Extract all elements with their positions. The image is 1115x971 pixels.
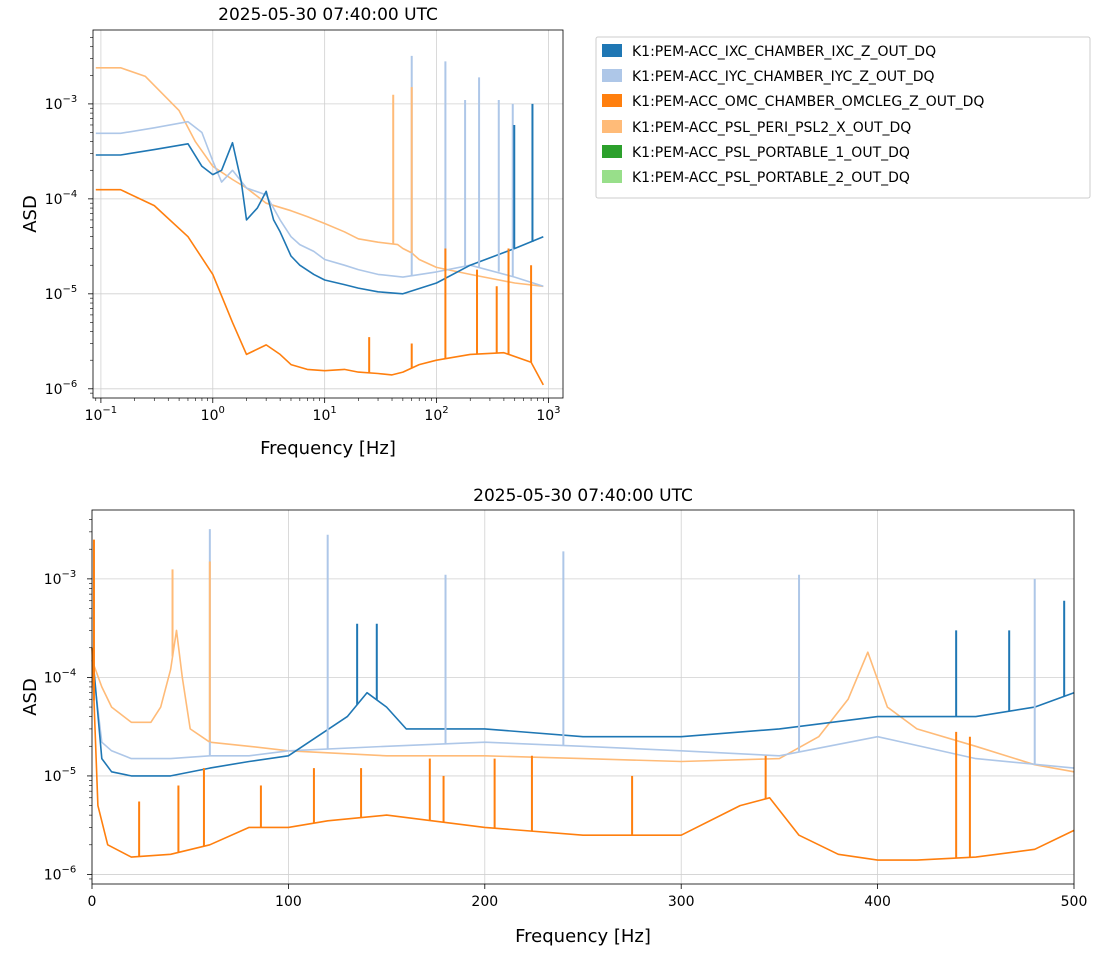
top-panel-series-ixc (95, 141, 544, 295)
bottom-panel-ticks: 0 100 200 300 400 500 10−6 10−5 10−4 10−3 (44, 519, 1088, 910)
top-panel-ytick-label: 10−6 (45, 379, 78, 398)
top-panel-series-iyc (95, 120, 544, 288)
legend-label-portable-1: K1:PEM-ACC_PSL_PORTABLE_1_OUT_DQ (632, 145, 910, 161)
bottom-panel-series-psl (91, 629, 1075, 773)
legend-label-psl: K1:PEM-ACC_PSL_PERI_PSL2_X_OUT_DQ (632, 120, 911, 136)
bottom-panel-xlabel: Frequency [Hz] (515, 926, 651, 947)
legend: K1:PEM-ACC_IXC_CHAMBER_IXC_Z_OUT_DQ K1:P… (595, 36, 1091, 199)
bottom-panel-grid (91, 510, 1075, 884)
top-panel-ticks: 10−1 100 101 102 103 10−6 10−5 10−4 10−3 (45, 37, 561, 424)
top-panel-ytick-label: 10−5 (45, 284, 78, 303)
top-panel-xlabel: Frequency [Hz] (260, 438, 396, 459)
top-panel-ytick-label: 10−4 (45, 189, 78, 208)
legend-swatch-psl (602, 120, 622, 133)
top-panel: 2025-05-30 07:40:00 UTC 10−1 100 101 102 103… (20, 5, 564, 459)
top-panel-ylabel: ASD (20, 195, 41, 233)
top-panel-xtick-label: 101 (313, 405, 337, 424)
bottom-panel: 2025-05-30 07:40:00 UTC 0 100 200 300 400 500… (20, 486, 1087, 947)
legend-swatch-iyc (602, 69, 622, 82)
bottom-panel-ytick-label: 10−5 (44, 766, 77, 785)
legend-label-ixc: K1:PEM-ACC_IXC_CHAMBER_IXC_Z_OUT_DQ (632, 44, 936, 60)
legend-swatch-portable-2 (602, 170, 622, 183)
bottom-panel-plot-area (91, 529, 1075, 861)
legend-entry-iyc: K1:PEM-ACC_IYC_CHAMBER_IYC_Z_OUT_DQ (602, 69, 935, 85)
legend-swatch-ixc (602, 44, 622, 57)
legend-entry-ixc: K1:PEM-ACC_IXC_CHAMBER_IXC_Z_OUT_DQ (602, 44, 936, 60)
bottom-panel-xtick-label: 0 (88, 894, 97, 910)
legend-frame (595, 36, 1091, 199)
bottom-panel-ytick-label: 10−3 (44, 569, 77, 588)
bottom-panel-series-ixc (91, 647, 1075, 777)
bottom-panel-frame (91, 509, 1075, 885)
top-panel-xtick-label: 103 (536, 405, 560, 424)
bottom-panel-ylabel: ASD (20, 678, 41, 716)
top-panel-series-psl (95, 67, 544, 288)
top-panel-xtick-label: 100 (201, 405, 225, 424)
bottom-panel-series-iyc (91, 659, 1075, 769)
legend-entry-portable-2: K1:PEM-ACC_PSL_PORTABLE_2_OUT_DQ (602, 170, 910, 186)
bottom-panel-series-omc (91, 647, 1075, 861)
legend-label-iyc: K1:PEM-ACC_IYC_CHAMBER_IYC_Z_OUT_DQ (632, 69, 935, 85)
legend-label-portable-2: K1:PEM-ACC_PSL_PORTABLE_2_OUT_DQ (632, 170, 910, 186)
legend-entry-psl: K1:PEM-ACC_PSL_PERI_PSL2_X_OUT_DQ (602, 120, 911, 136)
bottom-panel-xtick-label: 500 (1061, 894, 1088, 910)
legend-entry-portable-1: K1:PEM-ACC_PSL_PORTABLE_1_OUT_DQ (602, 145, 910, 161)
top-panel-ytick-label: 10−3 (45, 94, 78, 113)
legend-label-omc: K1:PEM-ACC_OMC_CHAMBER_OMCLEG_Z_OUT_DQ (632, 94, 984, 110)
legend-swatch-portable-1 (602, 145, 622, 158)
bottom-panel-xtick-label: 100 (275, 894, 302, 910)
top-panel-series-omc (95, 188, 545, 386)
bottom-panel-title: 2025-05-30 07:40:00 UTC (473, 486, 693, 506)
bottom-panel-xtick-label: 200 (471, 894, 498, 910)
bottom-panel-ytick-label: 10−4 (44, 667, 77, 686)
bottom-panel-xtick-label: 400 (864, 894, 891, 910)
top-panel-grid (93, 30, 563, 398)
top-panel-xtick-label: 10−1 (85, 405, 118, 424)
bottom-panel-xtick-label: 300 (668, 894, 695, 910)
bottom-panel-ytick-label: 10−6 (44, 864, 77, 883)
top-panel-plot-area (95, 55, 545, 386)
top-panel-xtick-label: 102 (424, 405, 448, 424)
legend-entry-omc: K1:PEM-ACC_OMC_CHAMBER_OMCLEG_Z_OUT_DQ (602, 94, 984, 110)
top-panel-title: 2025-05-30 07:40:00 UTC (218, 5, 438, 25)
top-panel-frame (92, 29, 564, 399)
legend-swatch-omc (602, 94, 622, 107)
